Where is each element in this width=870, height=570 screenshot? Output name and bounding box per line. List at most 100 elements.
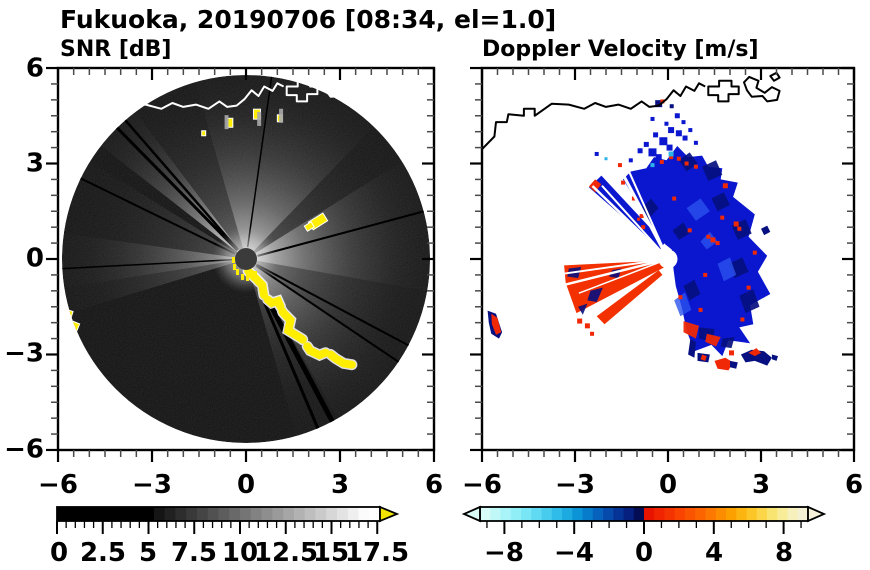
y-tick-label: 3	[25, 148, 44, 179]
dark-navy-patch	[711, 192, 730, 212]
colorbar-cell	[326, 507, 338, 521]
colorbar-cell	[695, 507, 707, 521]
dark-navy-patch	[720, 337, 735, 349]
red-speckle	[740, 317, 745, 322]
x-tick-label: 3	[751, 470, 771, 500]
velocity-panel-title: Doppler Velocity [m/s]	[482, 37, 759, 62]
north-speckle	[669, 104, 674, 109]
x-tick-label: 0	[236, 470, 256, 500]
colorbar-cell	[196, 507, 209, 521]
negative-velocity-echo-mass	[623, 146, 771, 357]
yellow-target-blob	[227, 117, 234, 128]
colorbar-cell	[207, 507, 219, 521]
y-tick-label: −3	[4, 338, 44, 369]
snr-colorbar-label: 17.5	[344, 538, 410, 568]
southern-arc-patch	[688, 339, 696, 358]
north-speckle	[655, 100, 663, 108]
dark-navy-patch	[683, 279, 701, 301]
velocity-axis-ticks	[470, 66, 856, 462]
snr-colorbar-label: 2.5	[79, 538, 127, 568]
strip-tip-red	[589, 179, 602, 193]
white-beam-gap	[559, 259, 661, 288]
gray-target-mark	[257, 111, 262, 126]
colorbar-cell	[685, 507, 696, 521]
red-speckle	[746, 285, 751, 290]
white-beam-gap	[591, 185, 664, 255]
white-beam-gap	[578, 261, 661, 294]
colorbar-cell	[582, 507, 594, 521]
port-outline	[769, 71, 781, 82]
red-speckle	[684, 161, 689, 166]
gray-target-mark	[279, 108, 284, 123]
red-speckle	[631, 196, 636, 201]
coastline-path	[482, 82, 706, 151]
coastline	[58, 71, 360, 151]
positive-velocity-patch	[683, 321, 699, 339]
velocity-colorbar-label: 0	[634, 538, 654, 568]
center-yellow-spike	[232, 257, 235, 263]
north-speckle	[675, 130, 682, 137]
red-speckle	[641, 225, 646, 230]
north-speckle	[693, 140, 698, 145]
colorbar-cell	[767, 507, 778, 521]
red-speckle	[672, 196, 677, 201]
x-tick-label: −3	[132, 470, 172, 500]
port-outline	[743, 75, 781, 103]
x-tick-label: 6	[844, 470, 864, 500]
port-outline	[348, 71, 360, 82]
colorbar-cell	[110, 507, 123, 521]
east-blip	[761, 225, 771, 236]
north-speckle	[674, 113, 680, 119]
snr-colorbar-label: 15	[312, 538, 350, 568]
colorbar-cell	[57, 507, 69, 521]
red-speckle	[637, 217, 641, 221]
colorbar-cell	[153, 507, 166, 521]
port-outline	[707, 79, 740, 103]
light-blue-patch	[700, 231, 718, 250]
velocity-colorbar	[461, 505, 827, 534]
snr-panel-title: SNR [dB]	[60, 37, 172, 62]
north-speckle	[682, 135, 688, 141]
y-tick-label: −6	[4, 434, 44, 465]
x-tick-label: −6	[462, 470, 502, 500]
dark-navy-patch	[739, 289, 760, 314]
panel-frames-and-ticks	[46, 66, 856, 462]
north-speckle	[681, 120, 686, 125]
north-speckle	[594, 151, 599, 156]
isolated-patch-red	[491, 313, 502, 335]
yellow-target-blob	[63, 319, 81, 342]
light-blue-patch	[686, 198, 710, 221]
red-speckle	[715, 241, 720, 246]
southern-arc-patch	[771, 354, 778, 361]
colorbar-cell	[304, 507, 316, 521]
southern-arc-patch	[740, 349, 772, 366]
colorbar-cell	[121, 507, 133, 521]
colorbar-cell	[787, 507, 799, 521]
red-speckle	[590, 331, 595, 336]
north-speckle	[643, 141, 649, 147]
colorbar-cell	[572, 507, 583, 521]
colorbar-cell	[261, 507, 273, 521]
colorbar-cell	[633, 507, 645, 521]
y-tick-label: 0	[25, 243, 44, 274]
colorbar-cell	[561, 507, 573, 521]
center-yellow-spike	[246, 275, 249, 281]
x-tick-label: −3	[555, 470, 595, 500]
x-tick-label: −6	[38, 470, 78, 500]
colorbar-cell	[89, 507, 101, 521]
yellow-target-blob	[201, 130, 207, 137]
snr-colorbar-label: 5	[138, 538, 158, 568]
positive-velocity-patch	[705, 333, 721, 347]
center-yellow-spike	[241, 274, 244, 280]
snr-colorbar-label: 7.5	[170, 538, 218, 568]
southern-arc-patch	[700, 354, 707, 361]
snr-colorbar-label: 10	[221, 538, 259, 568]
north-speckle	[655, 154, 662, 161]
red-speckle	[678, 295, 683, 300]
colorbar-cell	[218, 507, 230, 521]
velocity-colorbar-label: 4	[704, 538, 724, 568]
colorbar-cell	[551, 507, 563, 521]
red-speckle	[737, 226, 742, 231]
colorbar-cell	[674, 507, 686, 521]
